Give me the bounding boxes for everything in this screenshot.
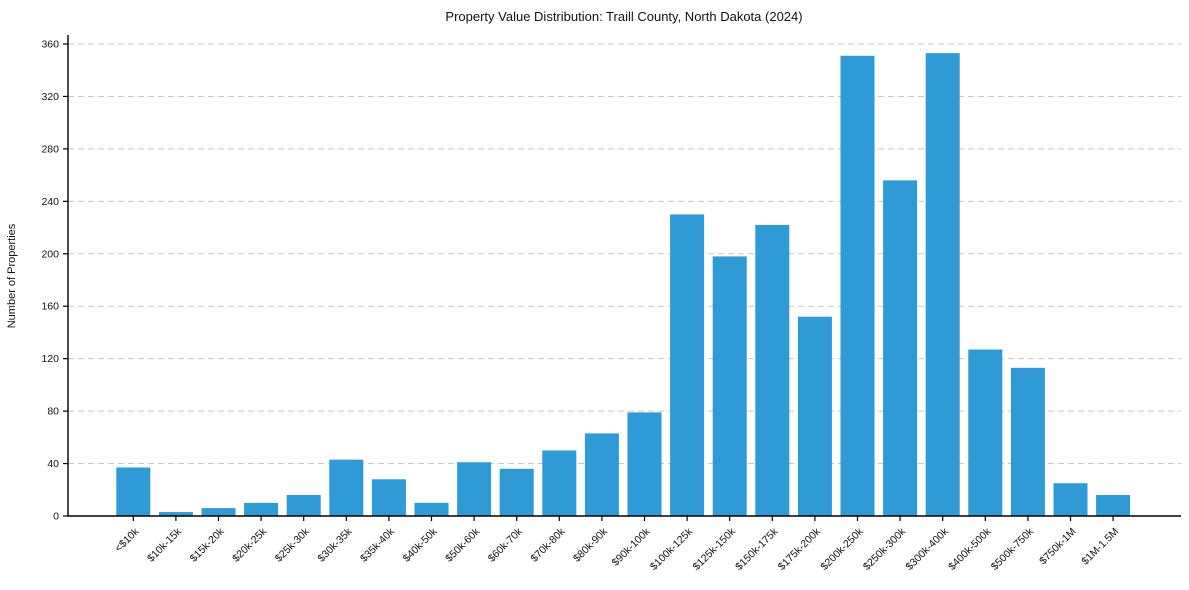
bar bbox=[542, 450, 577, 516]
bar bbox=[840, 55, 875, 517]
x-tick-label: $80k-90k bbox=[571, 525, 611, 565]
bar bbox=[712, 256, 747, 516]
x-tick-label: <$10k bbox=[112, 525, 141, 554]
bar bbox=[329, 459, 364, 516]
x-tick-label: $125k-150k bbox=[691, 525, 739, 573]
x-tick-label: $50k-60k bbox=[443, 525, 483, 565]
bar bbox=[499, 468, 534, 516]
bar bbox=[158, 512, 193, 516]
bar bbox=[1053, 483, 1088, 516]
bar bbox=[883, 180, 918, 516]
y-tick-label: 120 bbox=[41, 353, 59, 365]
bar bbox=[627, 412, 662, 516]
x-tick-label: $35k-40k bbox=[358, 525, 398, 565]
bar bbox=[797, 316, 832, 516]
bar bbox=[670, 214, 705, 516]
x-tick-label: $70k-80k bbox=[528, 525, 568, 565]
bar bbox=[584, 433, 619, 516]
x-tick-label: $300k-400k bbox=[904, 525, 952, 573]
x-tick-label: $15k-20k bbox=[188, 525, 228, 565]
y-tick-label: 80 bbox=[47, 406, 59, 418]
bar bbox=[286, 495, 321, 516]
chart-title: Property Value Distribution: Traill Coun… bbox=[445, 9, 802, 24]
x-tick-label: $100k-125k bbox=[648, 525, 696, 573]
bar bbox=[925, 53, 960, 517]
y-tick-label: 240 bbox=[41, 196, 59, 208]
bar bbox=[414, 502, 449, 516]
y-tick-label: 0 bbox=[53, 511, 59, 523]
bar bbox=[371, 479, 406, 516]
y-tick-label: 200 bbox=[41, 248, 59, 260]
y-tick-label: 280 bbox=[41, 143, 59, 155]
x-tick-label: $25k-30k bbox=[273, 525, 313, 565]
y-tick-label: 320 bbox=[41, 91, 59, 103]
x-tick-label: $150k-175k bbox=[733, 525, 781, 573]
bar bbox=[457, 462, 492, 516]
bar bbox=[1010, 367, 1045, 516]
y-tick-label: 160 bbox=[41, 301, 59, 313]
y-tick-label: 360 bbox=[41, 39, 59, 51]
x-tick-label: $175k-200k bbox=[776, 525, 824, 573]
bar bbox=[244, 502, 279, 516]
x-tick-label: $250k-300k bbox=[861, 525, 909, 573]
x-tick-label: $400k-500k bbox=[946, 525, 994, 573]
x-tick-label: $750k-1M bbox=[1037, 526, 1079, 568]
bar bbox=[968, 349, 1003, 516]
x-tick-label: $60k-70k bbox=[486, 525, 526, 565]
x-tick-label: $500k-750k bbox=[989, 525, 1037, 573]
bar bbox=[201, 508, 236, 516]
bar bbox=[755, 224, 790, 516]
y-axis-title: Number of Properties bbox=[6, 223, 18, 328]
x-tick-label: $200k-250k bbox=[818, 525, 866, 573]
x-tick-label: $1M-1.5M bbox=[1079, 526, 1121, 568]
x-tick-label: $30k-35k bbox=[315, 525, 355, 565]
x-tick-label: $90k-100k bbox=[609, 525, 653, 569]
bar bbox=[1096, 495, 1131, 516]
x-tick-label: $10k-15k bbox=[145, 525, 185, 565]
y-tick-label: 40 bbox=[47, 458, 59, 470]
x-tick-label: $20k-25k bbox=[230, 525, 270, 565]
x-tick-label: $40k-50k bbox=[401, 525, 441, 565]
bar bbox=[116, 467, 151, 516]
